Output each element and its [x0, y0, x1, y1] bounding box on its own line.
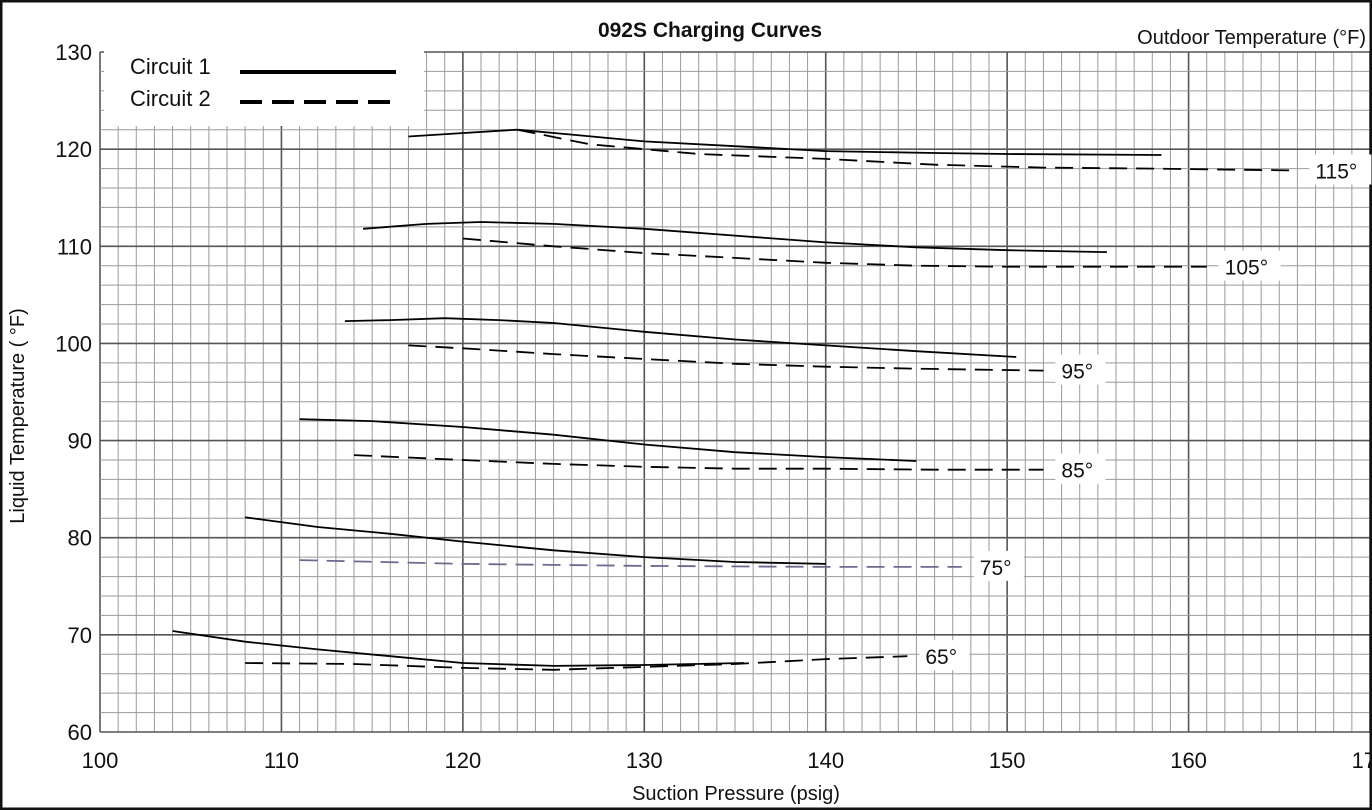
tick-labels: 100 110 120 130 140 150 160 170 60 70 80 90 100 110 12… — [55, 40, 1372, 773]
curve-75-circuit-1 — [244, 516, 826, 565]
legend-label-circuit-1: Circuit 1 — [130, 54, 211, 79]
temp-label-background — [1218, 250, 1281, 281]
x-tick-label: 160 — [1170, 748, 1207, 773]
curve-85-circuit-2 — [353, 454, 1044, 471]
curve-labels: 115° 105° 95° 85° 75° 65° — [919, 154, 1372, 671]
temp-label-background — [1309, 154, 1372, 185]
y-tick-label: 120 — [55, 137, 92, 162]
temp-label-105: 105° — [1225, 257, 1268, 280]
x-tick-label: 140 — [807, 748, 844, 773]
temp-label-background — [1055, 453, 1106, 484]
temp-label-background — [919, 640, 970, 671]
grid — [99, 51, 1371, 733]
x-tick-label: 120 — [444, 748, 481, 773]
temp-label-background — [973, 550, 1024, 581]
y-tick-label: 80 — [68, 526, 92, 551]
curve-115-circuit-2 — [517, 128, 1298, 172]
curve-65-circuit-2 — [245, 655, 908, 671]
x-tick-label: 130 — [626, 748, 663, 773]
chart-title: 092S Charging Curves — [598, 19, 822, 42]
x-tick-label: 110 — [264, 748, 299, 773]
curve-85-circuit-1 — [299, 418, 917, 462]
legend-label-circuit-2: Circuit 2 — [130, 86, 211, 111]
temp-label-75: 75° — [980, 557, 1012, 580]
y-axis-label: Liquid Temperature ( °F) — [7, 308, 29, 524]
legend: Circuit 1 Circuit 2 — [104, 46, 424, 126]
curves — [172, 128, 1298, 671]
curve-65-circuit-1 — [172, 630, 745, 667]
x-axis-label: Suction Pressure (psig) — [632, 783, 840, 805]
x-tick-label: 100 — [82, 748, 119, 773]
x-tick-label: 150 — [989, 748, 1026, 773]
curve-105-circuit-2 — [462, 237, 1207, 268]
curve-75-circuit-2 — [299, 559, 962, 568]
outdoor-temperature-label: Outdoor Temperature (°F) — [1137, 27, 1366, 49]
y-tick-label: 60 — [68, 720, 92, 745]
temp-label-background — [1055, 354, 1106, 385]
y-tick-label: 90 — [68, 429, 92, 454]
y-tick-label: 130 — [55, 40, 92, 65]
legend-background — [104, 46, 424, 126]
temp-label-85: 85° — [1061, 460, 1093, 483]
temp-label-115: 115° — [1315, 161, 1357, 184]
y-tick-label: 100 — [55, 331, 92, 356]
x-tick-label: 170 — [1352, 748, 1372, 773]
temp-label-65: 65° — [925, 646, 957, 669]
y-tick-label: 110 — [57, 234, 92, 259]
y-tick-label: 70 — [68, 623, 92, 648]
curve-105-circuit-1 — [363, 221, 1107, 253]
curve-115-circuit-1 — [408, 128, 1162, 156]
curve-95-circuit-2 — [408, 344, 1044, 372]
temp-label-95: 95° — [1061, 361, 1093, 384]
curve-95-circuit-1 — [344, 317, 1017, 358]
